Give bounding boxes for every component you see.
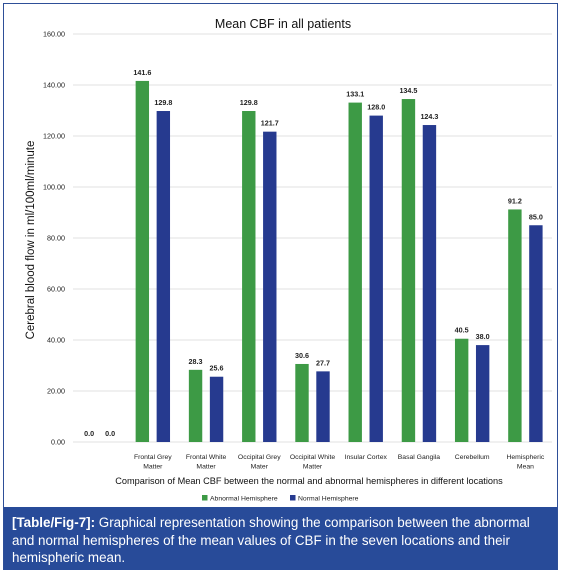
bar-abnormal <box>348 102 362 442</box>
x-tick-label: Cerebellum <box>455 454 490 461</box>
data-label: 28.3 <box>189 357 203 366</box>
x-tick-label: Basal Gangila <box>398 454 441 461</box>
y-tick-label: 100.00 <box>43 183 65 192</box>
y-tick-label: 0.00 <box>51 438 65 447</box>
x-tick-label: Mean <box>517 464 534 471</box>
data-label: 0.0 <box>84 429 94 438</box>
x-axis-title: Comparison of Mean CBF between the norma… <box>115 476 503 486</box>
x-tick-label: Matter <box>196 464 216 471</box>
data-label: 27.7 <box>316 358 330 367</box>
bar-chart: Mean CBF in all patients 0.00 20.00 40.00 6… <box>25 17 552 503</box>
y-tick-label: 160.00 <box>43 30 65 39</box>
data-label: 129.8 <box>154 98 172 107</box>
x-tick-label: Frontal White <box>186 454 227 461</box>
y-tick-label: 140.00 <box>43 81 65 90</box>
legend-label: Abnormal Hemisphere <box>210 496 278 503</box>
chart-title: Mean CBF in all patients <box>215 17 351 31</box>
x-tick-label: Matter <box>303 464 323 471</box>
data-label: 134.5 <box>399 86 417 95</box>
bar-abnormal <box>188 369 203 442</box>
bar-abnormal <box>295 363 309 442</box>
bar-abnormal <box>242 111 256 442</box>
legend-swatch <box>290 495 296 501</box>
bar-abnormal <box>508 209 522 442</box>
bar-normal <box>475 345 490 442</box>
data-label: 91.2 <box>508 196 522 205</box>
bar-abnormal <box>135 80 150 443</box>
caption-tag: [Table/Fig-7]: <box>12 515 96 530</box>
bar-normal <box>529 225 543 442</box>
bar-abnormal <box>401 99 416 443</box>
figure-frame <box>3 3 558 570</box>
y-tick-label: 120.00 <box>43 132 65 141</box>
legend-swatch <box>202 495 208 501</box>
x-tick-label: Hemispheric <box>506 454 544 461</box>
data-label: 40.5 <box>455 326 469 335</box>
figure-caption: [Table/Fig-7]: Graphical representation … <box>4 507 557 570</box>
data-label: 128.0 <box>367 103 385 112</box>
caption-text: Graphical representation showing the com… <box>12 515 530 565</box>
x-tick-label: Matter <box>143 464 163 471</box>
data-label: 121.7 <box>261 119 279 128</box>
y-tick-label: 40.00 <box>47 336 65 345</box>
data-label: 25.6 <box>210 364 224 373</box>
data-label: 133.1 <box>346 90 364 99</box>
data-label: 129.8 <box>240 98 258 107</box>
bar-normal <box>209 376 224 442</box>
bar-normal <box>422 125 437 442</box>
x-tick-label: Insular Cortex <box>345 454 388 461</box>
data-label: 141.6 <box>133 68 151 77</box>
x-tick-label: Occipital Grey <box>238 454 281 461</box>
x-tick-label: Mater <box>251 464 269 471</box>
data-label: 0.0 <box>105 429 115 438</box>
bar-normal <box>316 371 330 442</box>
data-label: 30.6 <box>295 351 309 360</box>
data-label: 85.0 <box>529 212 543 221</box>
x-tick-label: Frontal Grey <box>134 454 172 461</box>
y-axis-title: Cerebral blood flow in ml/100ml/minute <box>25 141 37 340</box>
bar-abnormal <box>454 338 469 442</box>
bar-normal <box>369 115 383 442</box>
legend-label: Normal Hemisphere <box>298 496 359 503</box>
x-tick-label: Occipital White <box>290 454 336 461</box>
legend: Abnormal Hemisphere Normal Hemisphere <box>202 495 359 503</box>
y-tick-label: 60.00 <box>47 285 65 294</box>
bar-normal <box>263 131 277 442</box>
data-label: 38.0 <box>476 332 490 341</box>
data-label: 124.3 <box>420 112 438 121</box>
y-tick-label: 80.00 <box>47 234 65 243</box>
y-tick-label: 20.00 <box>47 387 65 396</box>
bar-normal <box>156 111 171 442</box>
